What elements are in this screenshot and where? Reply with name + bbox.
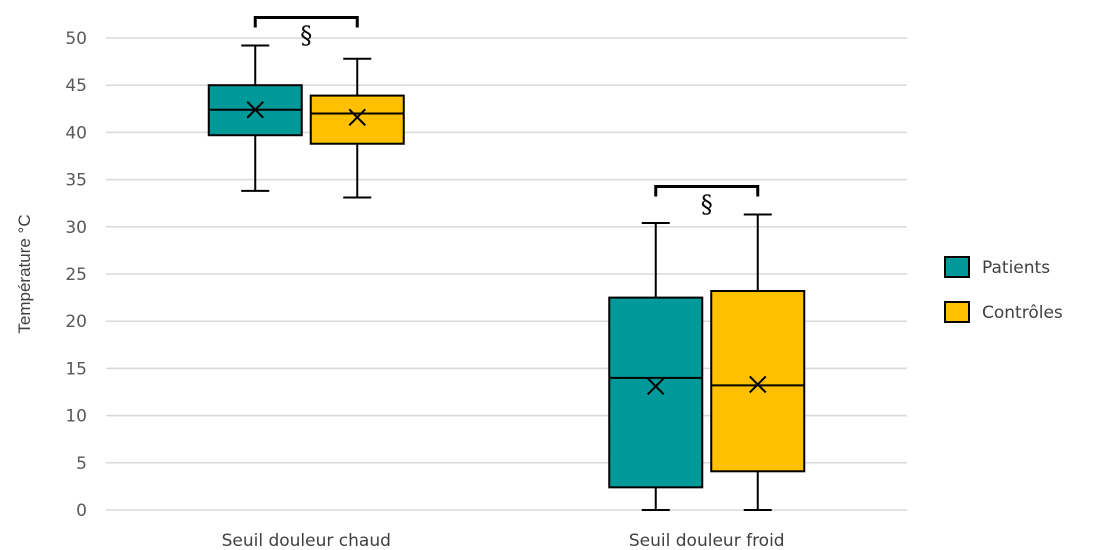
legend: Patients Contrôles xyxy=(944,256,1063,323)
legend-label: Contrôles xyxy=(982,303,1063,323)
box-iqr xyxy=(309,94,405,145)
y-tick-label: 50 xyxy=(65,29,87,49)
y-tick-label: 10 xyxy=(65,407,87,427)
y-tick-label: 40 xyxy=(65,123,87,143)
bracket-line xyxy=(253,16,359,28)
y-tick-label: 5 xyxy=(76,454,87,474)
significance-marker: § xyxy=(701,191,713,219)
legend-swatch xyxy=(944,301,970,323)
significance-bracket: § xyxy=(654,185,760,219)
y-tick-label: 35 xyxy=(65,171,87,191)
mean-marker xyxy=(647,377,665,396)
y-tick-label: 30 xyxy=(65,218,87,238)
legend-item: Patients xyxy=(944,256,1050,278)
legend-label: Patients xyxy=(982,258,1050,278)
y-tick-label: 15 xyxy=(65,359,87,379)
box-patients-1 xyxy=(608,222,704,511)
box-patients-0 xyxy=(207,44,303,192)
bracket-line xyxy=(654,185,760,197)
legend-item: Contrôles xyxy=(944,301,1063,323)
significance-bracket: § xyxy=(253,16,359,50)
y-axis-label: Température °C xyxy=(15,214,34,333)
mean-marker xyxy=(348,108,366,127)
box-contrôles-1 xyxy=(710,213,806,511)
box-iqr xyxy=(710,289,806,473)
significance-marker: § xyxy=(300,22,312,50)
gridlines xyxy=(106,37,907,511)
mean-marker xyxy=(246,101,264,119)
x-category-label: Seuil douleur chaud xyxy=(222,531,391,550)
x-axis-categories: Seuil douleur chaud Seuil douleur froid xyxy=(222,531,785,550)
y-axis-ticks: 0 5 10 15 20 25 30 35 40 45 50 xyxy=(65,29,87,521)
legend-swatch xyxy=(944,256,970,278)
mean-marker xyxy=(749,375,767,394)
box-iqr xyxy=(608,296,704,489)
y-tick-label: 20 xyxy=(65,312,87,332)
y-tick-label: 25 xyxy=(65,265,87,285)
y-tick-label: 0 xyxy=(76,501,87,521)
x-category-label: Seuil douleur froid xyxy=(629,531,785,550)
significance-annotations: §§ xyxy=(253,16,760,219)
y-tick-label: 45 xyxy=(65,76,87,96)
boxplot-series xyxy=(207,44,806,511)
box-contrôles-0 xyxy=(309,57,405,199)
